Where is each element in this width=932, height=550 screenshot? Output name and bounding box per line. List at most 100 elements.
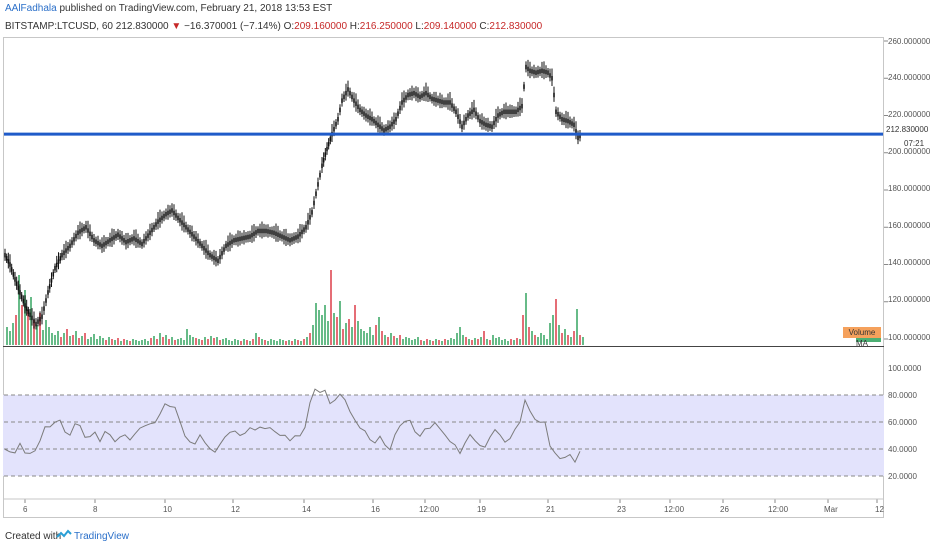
volume-bar [303,339,305,345]
volume-bar [357,321,359,345]
candle-body [379,124,381,129]
candle-body [403,97,405,103]
time-tick: 6 [23,505,28,514]
volume-bar [207,339,209,345]
time-tick: 12 [875,505,884,514]
volume-bar [453,339,455,345]
volume-bar [81,336,83,345]
volume-bar [423,341,425,345]
candle-body [465,116,467,122]
candle-body [307,220,309,225]
candle-body [451,103,453,108]
symbol-name[interactable]: BITSTAMP:LTCUSD, 60 [5,21,113,32]
candle-body [54,265,56,271]
volume-bar [306,337,308,345]
volume-bar [552,315,554,345]
volume-bar [102,338,104,345]
volume-bar [243,339,245,345]
candle-body [351,94,353,100]
volume-bar [84,333,86,345]
volume-bar [501,340,503,345]
candle-body [247,234,249,240]
candle-body [569,120,571,125]
candle-body [365,113,367,118]
candle-body [343,94,345,100]
volume-bar [246,340,248,345]
candle-body [509,109,511,115]
candle-body [29,312,31,318]
chart-frame[interactable] [3,37,884,518]
candle-body [489,123,491,129]
candle-body [253,231,255,237]
candle-body [543,69,545,74]
volume-bar [252,339,254,345]
volume-bar [432,341,434,345]
candle-body [249,234,251,239]
candle-body [467,113,469,118]
candle-body [10,267,13,272]
volume-bar [189,335,191,345]
candle-body [499,112,501,117]
volume-bar [360,329,362,345]
volume-bar [300,341,302,345]
rsi-line [4,388,581,464]
candle-body [537,69,539,75]
candle-body [575,129,577,134]
volume-bar [390,333,392,345]
rsi-tick: 80.0000 [888,391,917,400]
author-link[interactable]: AAlFadhala [5,3,57,14]
tradingview-brand[interactable]: TradingView [74,531,130,542]
candle-body [173,210,175,216]
candle-body [277,232,279,237]
volume-bar [276,341,278,345]
candle-body [203,245,205,251]
volume-bar [420,340,422,345]
volume-bar [30,297,32,345]
volume-bar [330,270,332,345]
candle-body [375,120,377,126]
candle-body [61,252,63,258]
volume-bar [408,338,410,345]
candle-body [503,109,505,115]
pane-divider[interactable] [3,346,884,347]
candle-body [335,121,337,127]
volume-bar [192,337,194,345]
candle-body [103,242,105,247]
time-tick: 12:00 [419,505,440,514]
candle-body [389,124,391,129]
candle-body [255,230,257,235]
candle-body [567,118,569,124]
volume-bar [294,339,296,345]
candle-body [285,236,287,241]
candle-body [287,237,289,242]
candle-body [24,303,26,308]
candle-body [213,255,215,261]
candle-body [349,90,351,96]
time-tick: 10 [163,505,172,514]
volume-bar [267,341,269,345]
candle-body [117,232,119,237]
volume-ma-label[interactable]: Volume MA [843,327,881,348]
candle-body [20,294,23,300]
volume-bar [141,340,143,345]
candle-body [183,222,185,228]
candle-body [211,254,213,259]
candle-body [549,73,551,78]
volume-bar [342,329,344,345]
candle-body [87,228,89,233]
candle-body [355,101,357,106]
tradingview-logo-icon[interactable] [56,529,72,541]
volume-bar [498,337,500,345]
candle-body [311,210,313,215]
candle-body [513,109,515,115]
volume-bar [285,341,287,345]
candle-body [299,231,301,237]
candle-body [241,236,243,241]
volume-bar [288,340,290,345]
candle-body [303,227,305,232]
time-tick: 19 [477,505,486,514]
volume-bar [219,340,221,345]
volume-bar [531,331,533,345]
candle-body [557,112,559,117]
